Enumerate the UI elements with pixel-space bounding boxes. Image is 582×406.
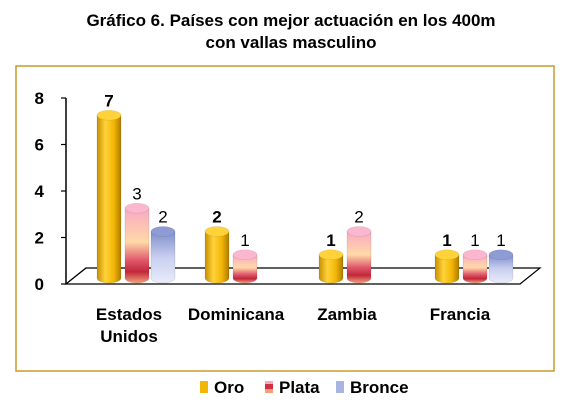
- legend-label-bronce: Bronce: [350, 378, 409, 397]
- category-label: Estados: [96, 305, 162, 324]
- legend-swatch-plata-mid: [265, 384, 273, 389]
- legend-swatch-plata-bottom: [265, 389, 273, 393]
- bar-top: [150, 226, 176, 237]
- data-label: 1: [240, 231, 249, 250]
- category-label: Unidos: [100, 327, 158, 346]
- axes: [64, 98, 542, 285]
- bar-plata: [346, 226, 372, 284]
- y-tick-label: 2: [35, 229, 44, 248]
- plot-frame: [15, 65, 555, 372]
- legend-swatch-plata: [265, 381, 273, 384]
- bar-oro: [204, 226, 230, 284]
- bar-top: [124, 202, 150, 214]
- legend: Oro Plata Bronce: [200, 378, 409, 397]
- y-tick-label: 6: [35, 136, 44, 155]
- bar-top: [462, 249, 488, 261]
- bars: [96, 109, 514, 284]
- bar-oro: [96, 109, 122, 284]
- legend-swatch-oro: [200, 381, 208, 393]
- bar-top: [318, 249, 344, 261]
- bar-body: [232, 254, 258, 284]
- data-label: 1: [326, 231, 335, 250]
- bar-plata: [124, 202, 150, 284]
- bar-body: [462, 254, 488, 284]
- data-label: 7: [104, 91, 113, 110]
- floor-plane: [64, 267, 542, 285]
- category-label: Dominicana: [188, 305, 285, 324]
- bar-top: [232, 249, 258, 261]
- bar-bronce: [488, 249, 514, 284]
- bar-top: [488, 249, 514, 261]
- bar-body: [124, 207, 150, 284]
- chart-title-line2: con vallas masculino: [205, 33, 376, 52]
- bar-body: [434, 254, 460, 284]
- legend-label-plata: Plata: [279, 378, 320, 397]
- y-axis-ticks: 0 2 4 6 8: [35, 89, 66, 294]
- bar-top: [204, 226, 230, 237]
- bar-top: [96, 109, 122, 121]
- bar-top: [346, 226, 372, 237]
- bar-body: [346, 231, 372, 284]
- legend-label-oro: Oro: [214, 378, 244, 397]
- bar-body: [488, 254, 514, 284]
- bar-body: [318, 254, 344, 284]
- bar-plata: [232, 249, 258, 284]
- data-label: 2: [212, 208, 221, 227]
- bar-oro: [434, 249, 460, 284]
- x-axis-categories: Estados Unidos Dominicana Zambia Francia: [96, 305, 491, 346]
- data-label: 3: [132, 184, 141, 203]
- y-tick-label: 4: [35, 182, 45, 201]
- data-label: 1: [442, 231, 451, 250]
- data-label: 1: [496, 231, 505, 250]
- bar-top: [434, 249, 460, 261]
- bar-body: [96, 114, 122, 284]
- data-label: 1: [470, 231, 479, 250]
- legend-swatch-bronce: [336, 381, 344, 393]
- bar-plata: [462, 249, 488, 284]
- category-label: Francia: [430, 305, 491, 324]
- bar-body: [150, 231, 176, 284]
- chart-title-line1: Gráfico 6. Países con mejor actuación en…: [86, 11, 495, 30]
- bar-body: [204, 231, 230, 284]
- data-label: 2: [158, 208, 167, 227]
- category-label: Zambia: [317, 305, 377, 324]
- y-tick-label: 8: [35, 89, 44, 108]
- bar-bronce: [150, 226, 176, 284]
- bar-oro: [318, 249, 344, 284]
- y-tick-label: 0: [35, 275, 44, 294]
- data-label: 2: [354, 208, 363, 227]
